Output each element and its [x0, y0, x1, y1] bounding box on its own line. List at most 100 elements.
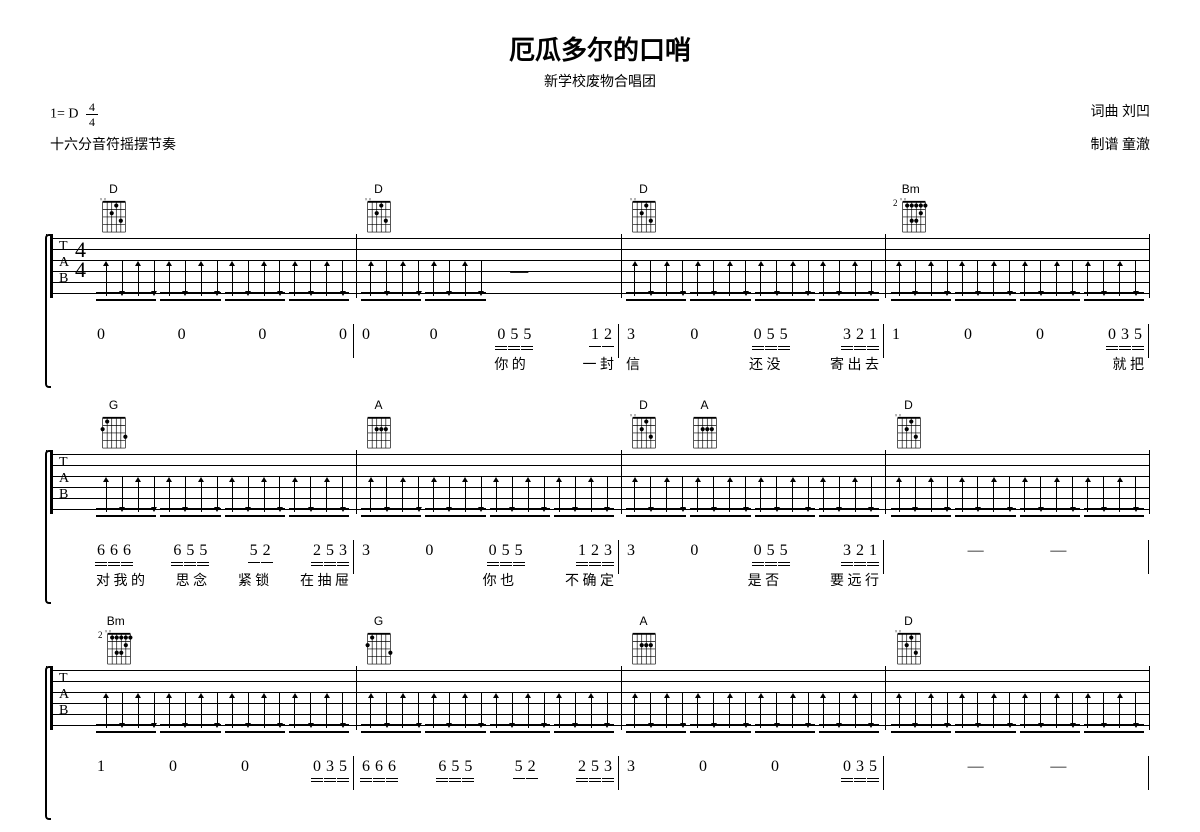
- svg-text:×: ×: [365, 198, 368, 203]
- stroke-up-icon: [928, 477, 934, 512]
- chord-row: GAD××AD××: [50, 394, 1150, 450]
- tab-staff: TAB: [50, 666, 1150, 730]
- stroke-up-icon: [664, 477, 670, 512]
- stroke-group: [99, 261, 162, 296]
- staff-system: GAD××AD××TAB666655522533005512330055321—…: [50, 394, 1150, 590]
- key-label: 1= D: [50, 107, 79, 122]
- note: 6: [437, 758, 447, 776]
- stroke-up-icon: [229, 477, 235, 512]
- chord-diagram: [364, 630, 394, 666]
- lyric-syllable: [1039, 354, 1049, 374]
- stroke-up-icon: [758, 693, 764, 728]
- note: 5: [325, 542, 335, 560]
- stroke-group: [690, 477, 753, 512]
- note-group: 3: [626, 758, 636, 776]
- stroke-down-icon: [743, 477, 749, 512]
- note-group: 0: [240, 758, 250, 776]
- stroke-up-icon: [1054, 477, 1060, 512]
- stroke-down-icon: [182, 477, 188, 512]
- stroke-up-icon: [324, 261, 330, 296]
- barline: [618, 540, 619, 574]
- stroke-group: [552, 477, 615, 512]
- stroke-up-icon: [103, 261, 109, 296]
- barline: [353, 756, 354, 790]
- stroke-up-icon: [292, 693, 298, 728]
- stroke-group: [628, 693, 691, 728]
- stroke-down-icon: [774, 477, 780, 512]
- stroke-down-icon: [478, 261, 484, 296]
- stroke-down-icon: [119, 261, 125, 296]
- note-group: 666: [361, 758, 397, 776]
- stroke-up-icon: [790, 261, 796, 296]
- stroke-up-icon: [324, 477, 330, 512]
- note-group: 0: [168, 758, 178, 776]
- stroke-up-icon: [588, 477, 594, 512]
- stroke-down-icon: [1133, 261, 1139, 296]
- stroke-down-icon: [711, 261, 717, 296]
- stroke-group: [690, 261, 753, 296]
- stroke-down-icon: [541, 693, 547, 728]
- stroke-group: [225, 693, 288, 728]
- tab-measure: [357, 666, 621, 730]
- jianpu-measure: 300035: [620, 758, 885, 776]
- stroke-up-icon: [198, 693, 204, 728]
- stroke-down-icon: [1070, 693, 1076, 728]
- barline: [883, 324, 884, 358]
- stroke-down-icon: [384, 261, 390, 296]
- stroke-group: [628, 477, 691, 512]
- stroke-down-icon: [245, 261, 251, 296]
- lyric-syllable: 不 确 定: [565, 570, 614, 590]
- stroke-down-icon: [836, 693, 842, 728]
- chord-diagram: ××: [99, 198, 129, 234]
- barline: [618, 756, 619, 790]
- stroke-group: [99, 693, 162, 728]
- note-group: 055: [753, 326, 789, 344]
- stroke-group: [287, 477, 350, 512]
- system-bracket: [45, 234, 51, 388]
- chord-slot: Bm2××: [90, 610, 355, 666]
- lyrics-measure: [90, 354, 355, 374]
- stroke-up-icon: [1054, 693, 1060, 728]
- stroke-down-icon: [1007, 693, 1013, 728]
- note: 3: [603, 542, 613, 560]
- lyric-syllable: [361, 570, 371, 590]
- chord-diagram: ××: [894, 414, 924, 450]
- note-group: 1: [96, 758, 106, 776]
- stroke-up-icon: [695, 261, 701, 296]
- chord-diagram: ××: [629, 198, 659, 234]
- stroke-up-icon: [928, 261, 934, 296]
- stroke-up-icon: [1117, 693, 1123, 728]
- note-group: 035: [842, 758, 878, 776]
- note-group: —: [968, 542, 984, 560]
- chord-name: D: [109, 182, 118, 196]
- stroke-up-icon: [525, 693, 531, 728]
- note: 2: [262, 542, 272, 560]
- lyric-syllable: 一 封: [582, 354, 614, 374]
- stroke-up-icon: [959, 261, 965, 296]
- stroke-down-icon: [604, 693, 610, 728]
- note: 0: [240, 758, 250, 776]
- chord-row: D××D××D××Bm2××: [50, 178, 1150, 234]
- stroke-up-icon: [166, 477, 172, 512]
- chord-diagram: [629, 630, 659, 666]
- svg-text:×: ×: [630, 198, 633, 203]
- note: 6: [122, 542, 132, 560]
- note: 5: [185, 542, 195, 560]
- svg-text:×: ×: [634, 414, 637, 419]
- stroke-down-icon: [119, 477, 125, 512]
- svg-text:×: ×: [895, 414, 898, 419]
- stroke-up-icon: [727, 693, 733, 728]
- stroke-group: [690, 693, 753, 728]
- stroke-down-icon: [805, 477, 811, 512]
- stroke-up-icon: [292, 261, 298, 296]
- stroke-down-icon: [478, 693, 484, 728]
- stroke-down-icon: [648, 693, 654, 728]
- stroke-group: [628, 261, 691, 296]
- note-group: 0: [177, 326, 187, 344]
- stroke-up-icon: [632, 477, 638, 512]
- stroke-down-icon: [509, 693, 515, 728]
- beam-row: [50, 730, 1150, 742]
- stroke-group: [552, 693, 615, 728]
- stroke-up-icon: [727, 477, 733, 512]
- lyrics-measure: 对 我 的思 念紧 锁在 抽 屉: [90, 570, 355, 590]
